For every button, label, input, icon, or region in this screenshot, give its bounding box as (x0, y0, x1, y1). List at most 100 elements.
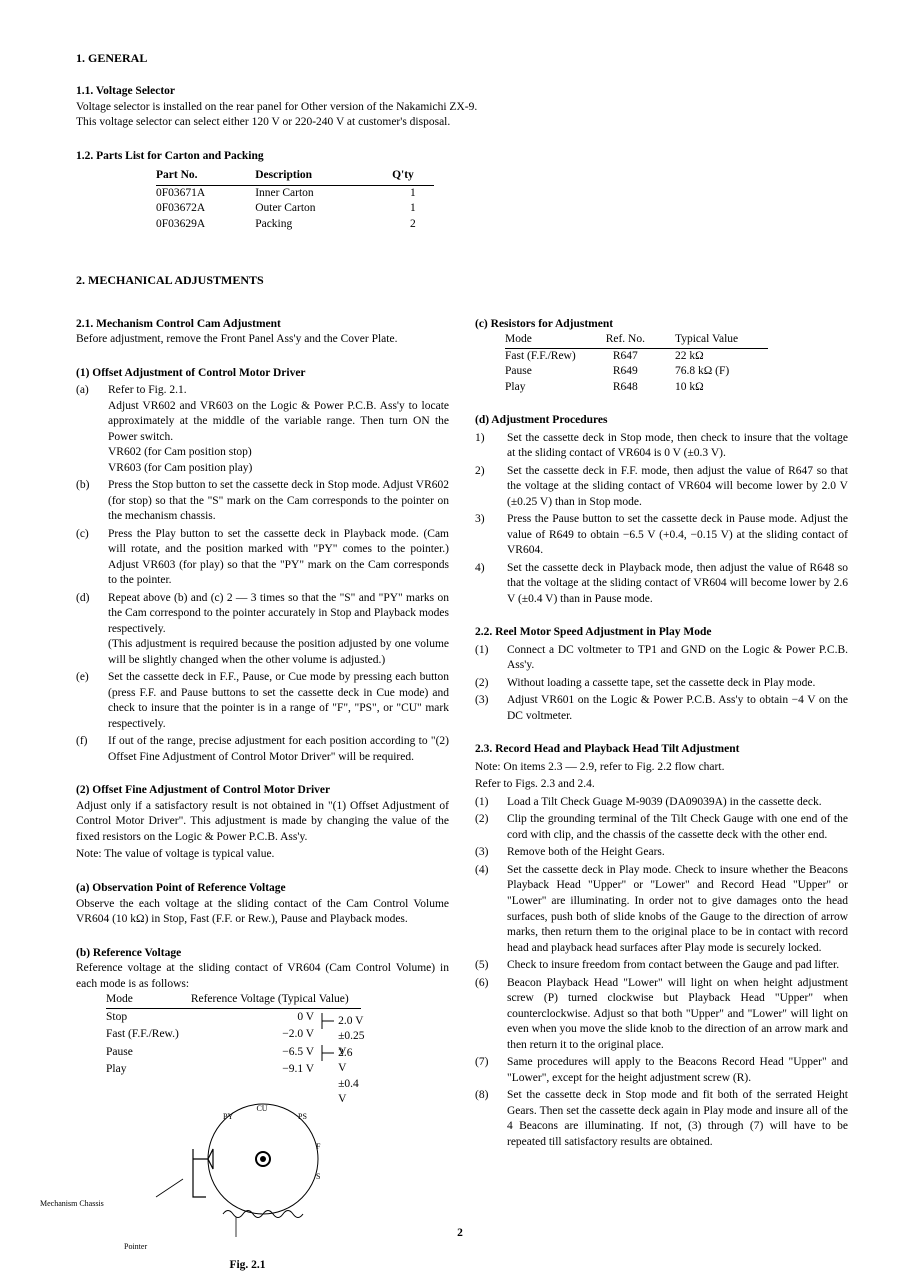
label-t2: (2) (475, 812, 497, 843)
text-t5: Check to insure freedom from contact bet… (507, 958, 848, 974)
section-2-2-heading: 2.2. Reel Motor Speed Adjustment in Play… (475, 625, 848, 641)
bracket-icon (318, 1009, 428, 1073)
text-r3: Adjust VR601 on the Logic & Power P.C.B.… (507, 693, 848, 724)
section-2-1-intro: Before adjustment, remove the Front Pane… (76, 332, 449, 348)
p2-body: Adjust only if a satisfactory result is … (76, 799, 449, 846)
text-t3: Remove both of the Height Gears. (507, 845, 848, 861)
cell: 0F03672A (156, 201, 225, 217)
label-r3: (3) (475, 693, 497, 724)
label-d: (d) (76, 591, 98, 669)
cell: 2 (392, 217, 434, 233)
typ2: 2.6 V ±0.4 V (338, 1046, 361, 1108)
label-c: (c) (76, 527, 98, 589)
text-e: Set the cassette deck in F.F., Pause, or… (108, 670, 449, 732)
text-d4: Set the cassette deck in Playback mode, … (507, 561, 848, 608)
cell: Pause (106, 1044, 191, 1062)
label-2: 2) (475, 464, 497, 511)
text-b: Press the Stop button to set the cassett… (108, 478, 449, 525)
section-1-1-heading: 1.1. Voltage Selector (76, 84, 848, 100)
svg-text:CU: CU (256, 1104, 267, 1113)
cell: Play (106, 1061, 191, 1079)
cam-diagram-icon: CU PS F S PY (148, 1089, 348, 1249)
parts-h-qty: Q'ty (392, 168, 434, 185)
fig-label-pointer: Pointer (124, 1242, 147, 1253)
text-d3: Press the Pause button to set the casset… (507, 512, 848, 559)
cell: R648 (606, 380, 675, 396)
text-d2: Set the cassette deck in F.F. mode, then… (507, 464, 848, 511)
pb-heading: (b) Reference Voltage (76, 946, 449, 962)
text-c: Press the Play button to set the cassett… (108, 527, 449, 589)
svg-text:PS: PS (298, 1112, 307, 1121)
volt-h-ref: Reference Voltage (Typical Value) (191, 992, 361, 1008)
resistor-table: ModeRef. No.Typical Value Fast (F.F./Rew… (505, 332, 768, 395)
label-t1: (1) (475, 795, 497, 811)
label-t5: (5) (475, 958, 497, 974)
label-b: (b) (76, 478, 98, 525)
pd-heading: (d) Adjustment Procedures (475, 413, 848, 429)
parts-table-header: Part No. Description Q'ty (156, 168, 434, 185)
text-t4: Set the cassette deck in Play mode. Chec… (507, 863, 848, 956)
cell: Stop (106, 1008, 191, 1026)
cell: −9.1 V (191, 1061, 318, 1079)
label-t4: (4) (475, 863, 497, 956)
svg-text:PY: PY (223, 1112, 233, 1121)
cell: Play (505, 380, 606, 396)
label-e: (e) (76, 670, 98, 732)
cell: Fast (F.F./Rew) (505, 348, 606, 364)
res-h-mode: Mode (505, 332, 606, 348)
text-t7: Same procedures will apply to the Beacon… (507, 1055, 848, 1086)
label-a: (a) (76, 383, 98, 445)
cell: Fast (F.F./Rew.) (106, 1026, 191, 1044)
table-row: PauseR64976.8 kΩ (F) (505, 364, 768, 380)
p1-heading: (1) Offset Adjustment of Control Motor D… (76, 366, 449, 382)
text-a4: VR603 (for Cam position play) (108, 461, 449, 477)
p2-note: Note: The value of voltage is typical va… (76, 847, 449, 863)
bracket-cell: 2.0 V ±0.25 V 2.6 V ±0.4 V (318, 1008, 361, 1079)
text-d: Repeat above (b) and (c) 2 — 3 times so … (108, 591, 449, 669)
voltage-table: ModeReference Voltage (Typical Value) St… (106, 992, 361, 1079)
right-column: (c) Resistors for Adjustment ModeRef. No… (475, 317, 848, 1274)
cell: 0 V (191, 1008, 318, 1026)
section-1-2-heading: 1.2. Parts List for Carton and Packing (76, 149, 848, 165)
text-t8: Set the cassette deck in Stop mode and f… (507, 1088, 848, 1150)
text-r2: Without loading a cassette tape, set the… (507, 676, 848, 692)
s23-note: Note: On items 2.3 — 2.9, refer to Fig. … (475, 760, 848, 776)
section-2-3-heading: 2.3. Record Head and Playback Head Tilt … (475, 742, 848, 758)
section-1-1-p1: Voltage selector is installed on the rea… (76, 100, 848, 116)
table-row: 0F03671AInner Carton1 (156, 185, 434, 201)
label-4: 4) (475, 561, 497, 608)
parts-h-partno: Part No. (156, 168, 225, 185)
page-number: 2 (0, 1226, 920, 1242)
cell: R649 (606, 364, 675, 380)
volt-h-mode: Mode (106, 992, 191, 1008)
section-1-heading: 1. GENERAL (76, 50, 848, 66)
figure-2-1-caption: Fig. 2.1 (46, 1258, 449, 1274)
cell: 76.8 kΩ (F) (675, 364, 768, 380)
label-r1: (1) (475, 643, 497, 674)
res-h-typ: Typical Value (675, 332, 768, 348)
left-column: 2.1. Mechanism Control Cam Adjustment Be… (76, 317, 449, 1274)
cell: Pause (505, 364, 606, 380)
text-d1: Set the cassette deck in Stop mode, then… (507, 431, 848, 462)
label-t3: (3) (475, 845, 497, 861)
label-3: 3) (475, 512, 497, 559)
fig-label-chassis: Mechanism Chassis (40, 1199, 104, 1210)
label-t6: (6) (475, 976, 497, 1054)
table-row: Fast (F.F./Rew)R64722 kΩ (505, 348, 768, 364)
cell: 0F03629A (156, 217, 225, 233)
res-h-ref: Ref. No. (606, 332, 675, 348)
parts-h-desc: Description (225, 168, 392, 185)
cell: 10 kΩ (675, 380, 768, 396)
text-t6: Beacon Playback Head "Lower" will light … (507, 976, 848, 1054)
section-2-heading: 2. MECHANICAL ADJUSTMENTS (76, 272, 848, 288)
cell: R647 (606, 348, 675, 364)
text-f: If out of the range, precise adjustment … (108, 734, 449, 765)
text-t1: Load a Tilt Check Guage M-9039 (DA09039A… (507, 795, 848, 811)
pa-heading: (a) Observation Point of Reference Volta… (76, 881, 449, 897)
label-r2: (2) (475, 676, 497, 692)
svg-text:S: S (316, 1172, 320, 1181)
pa-body: Observe the each voltage at the sliding … (76, 897, 449, 928)
cell: −6.5 V (191, 1044, 318, 1062)
p2-heading: (2) Offset Fine Adjustment of Control Mo… (76, 783, 449, 799)
label-t7: (7) (475, 1055, 497, 1086)
